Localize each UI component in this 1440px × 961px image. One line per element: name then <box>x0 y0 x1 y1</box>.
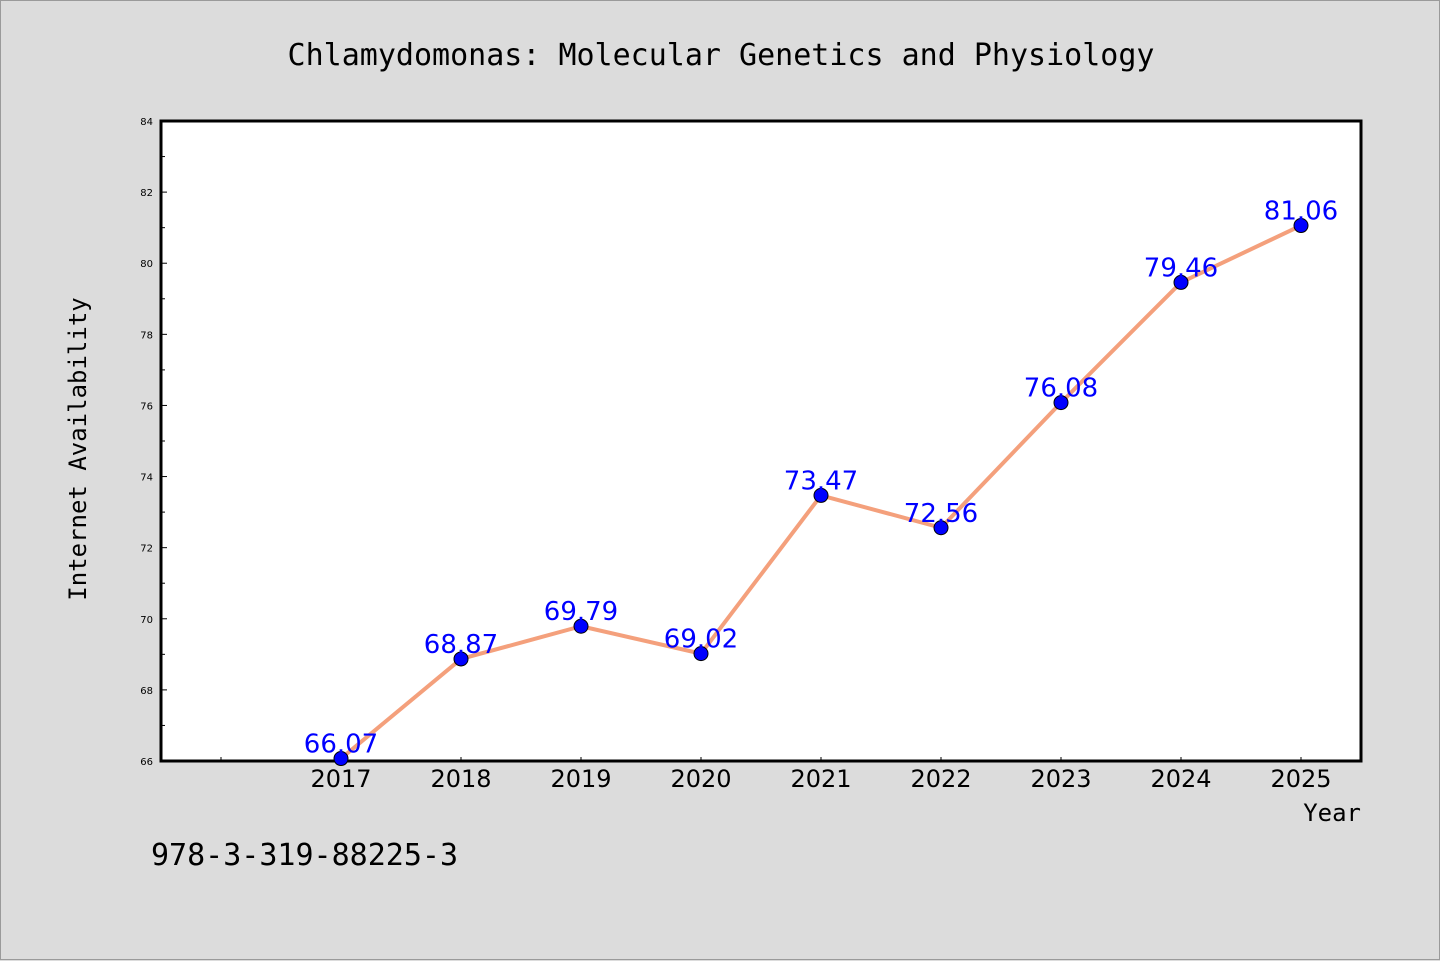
x-tick-label: 2021 <box>790 765 851 793</box>
data-label: 66.07 <box>304 730 378 760</box>
x-tick-label: 2020 <box>670 765 731 793</box>
data-label: 79.46 <box>1144 253 1218 283</box>
data-label: 73.47 <box>784 466 858 496</box>
x-tick-label: 2022 <box>910 765 971 793</box>
y-tick-label: 74 <box>140 473 153 484</box>
data-label: 81.06 <box>1264 197 1338 227</box>
y-tick-label: 66 <box>140 757 153 768</box>
data-point <box>813 487 829 503</box>
y-tick-label: 68 <box>140 686 153 697</box>
data-label: 76.08 <box>1024 374 1098 404</box>
data-point <box>333 751 349 767</box>
data-point <box>933 520 949 536</box>
data-point <box>453 651 469 667</box>
data-point <box>1053 395 1069 411</box>
footer-isbn: 978-3-319-88225-3 <box>151 838 458 873</box>
data-label: 72.56 <box>904 499 978 529</box>
x-tick-label: 2025 <box>1270 765 1331 793</box>
x-axis-label: Year <box>1303 799 1361 827</box>
y-tick-label: 80 <box>140 259 153 270</box>
data-point <box>573 618 589 634</box>
y-tick-label: 76 <box>140 401 153 412</box>
y-tick-label: 82 <box>140 188 153 199</box>
data-label: 69.79 <box>544 597 618 627</box>
data-point <box>1293 218 1309 234</box>
x-tick-label: 2024 <box>1150 765 1211 793</box>
data-label: 69.02 <box>664 625 738 655</box>
plot-area <box>159 119 1363 763</box>
y-tick-label: 70 <box>140 615 153 626</box>
x-tick-label: 2018 <box>430 765 491 793</box>
y-axis-label: Internet Availability <box>64 297 92 600</box>
data-point <box>1173 274 1189 290</box>
x-tick-label: 2017 <box>310 765 371 793</box>
data-label: 68.87 <box>424 630 498 660</box>
y-tick-label: 84 <box>140 117 153 128</box>
y-tick-label: 72 <box>140 544 153 555</box>
chart-title: Chlamydomonas: Molecular Genetics and Ph… <box>288 38 1155 73</box>
data-point <box>693 646 709 662</box>
y-tick-label: 78 <box>140 330 153 341</box>
x-tick-label: 2019 <box>550 765 611 793</box>
x-tick-label: 2023 <box>1030 765 1091 793</box>
